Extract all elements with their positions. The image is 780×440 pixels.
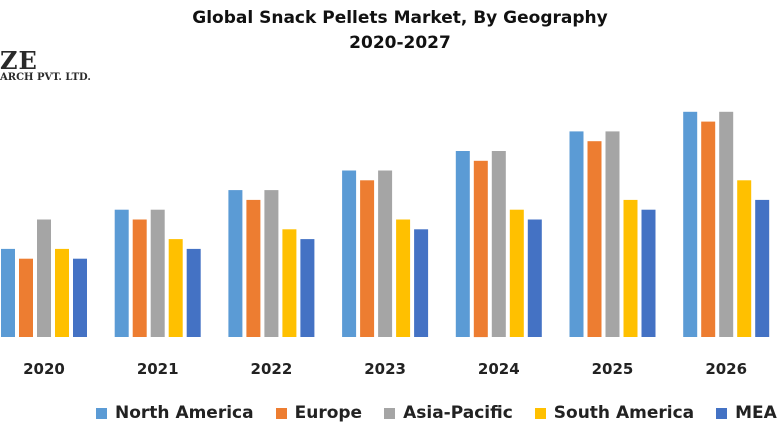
- bar-mea-2024: [527, 219, 542, 337]
- bar-mea-2020: [73, 258, 87, 337]
- legend-label: MEA: [735, 403, 777, 423]
- bar-north-america-2025: [569, 131, 584, 337]
- legend-swatch: [534, 407, 546, 419]
- bar-north-america-2024: [455, 151, 470, 337]
- bar-asia-pacific-2020: [37, 219, 51, 337]
- bar-europe-2021: [132, 219, 147, 337]
- legend-item: MEA: [716, 403, 777, 423]
- bar-europe-2024: [473, 160, 488, 338]
- bar-europe-2020: [19, 258, 33, 337]
- bar-north-america-2020: [1, 248, 15, 337]
- watermark-line-1: ZE: [0, 46, 38, 75]
- bar-south-america-2025: [623, 199, 638, 337]
- legend: North America Europe Asia-Pacific South Ame…: [96, 400, 777, 426]
- bar-south-america-2020: [55, 248, 69, 337]
- bar-europe-2026: [701, 121, 716, 337]
- bar-south-america-2026: [737, 180, 752, 337]
- x-tick-label: 2026: [705, 360, 747, 378]
- legend-swatch: [716, 407, 728, 419]
- bar-north-america-2023: [342, 170, 357, 337]
- bar-south-america-2024: [509, 209, 524, 337]
- legend-item: Asia-Pacific: [384, 403, 513, 423]
- legend-label: North America: [115, 403, 254, 423]
- bar-north-america-2022: [228, 190, 243, 337]
- bar-north-america-2026: [683, 111, 698, 337]
- legend-item: Europe: [275, 403, 363, 423]
- legend-label: Asia-Pacific: [403, 403, 513, 423]
- legend-swatch: [384, 407, 396, 419]
- chart-subtitle: 2020-2027: [349, 33, 451, 53]
- legend-item: South America: [534, 403, 695, 423]
- bar-mea-2023: [414, 229, 429, 337]
- bar-mea-2025: [641, 209, 656, 337]
- bar-europe-2022: [246, 199, 261, 337]
- bar-asia-pacific-2026: [719, 111, 734, 337]
- bar-europe-2025: [587, 141, 602, 337]
- x-tick-label: 2021: [137, 360, 179, 378]
- bar-europe-2023: [360, 180, 375, 337]
- bar-asia-pacific-2024: [491, 151, 506, 337]
- x-tick-label: 2020: [23, 360, 65, 378]
- watermark-logo: ZE ARCH PVT. LTD.: [0, 48, 91, 84]
- x-tick-label: 2024: [478, 360, 520, 378]
- x-tick-label: 2022: [251, 360, 293, 378]
- watermark-line-2: ARCH PVT. LTD.: [0, 72, 91, 83]
- bar-mea-2022: [300, 239, 315, 337]
- legend-swatch: [96, 407, 107, 419]
- chart-title-line: Global Snack Pellets Market, By Geograph…: [192, 8, 608, 28]
- x-tick-label: 2023: [364, 360, 406, 378]
- x-tick-label: 2025: [592, 360, 634, 378]
- legend-label: South America: [553, 403, 695, 423]
- legend-item: North America: [96, 403, 254, 423]
- bar-asia-pacific-2022: [264, 190, 279, 337]
- legend-swatch: [275, 407, 287, 419]
- bar-south-america-2022: [282, 229, 297, 337]
- bar-south-america-2023: [396, 219, 411, 337]
- bar-north-america-2021: [114, 209, 129, 337]
- legend-label: Europe: [294, 403, 363, 423]
- bar-asia-pacific-2025: [605, 131, 620, 337]
- bar-south-america-2021: [168, 239, 183, 337]
- chart-title: Global Snack Pellets Market, By Geograph…: [0, 6, 780, 56]
- bar-mea-2026: [755, 199, 770, 337]
- bar-asia-pacific-2023: [378, 170, 393, 337]
- bar-asia-pacific-2021: [150, 209, 165, 337]
- bar-mea-2021: [186, 248, 201, 337]
